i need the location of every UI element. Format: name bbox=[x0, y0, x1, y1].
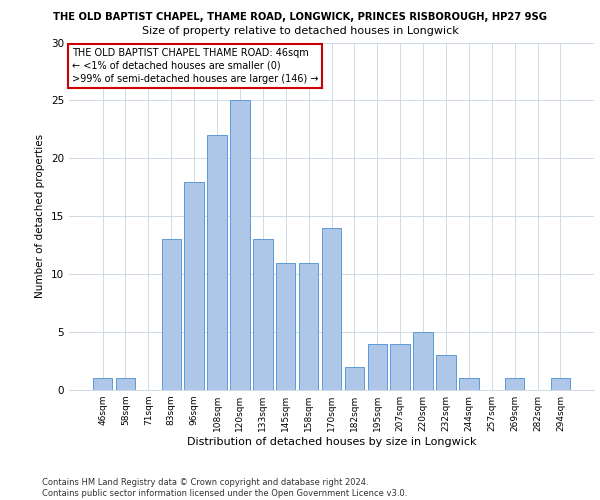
X-axis label: Distribution of detached houses by size in Longwick: Distribution of detached houses by size … bbox=[187, 437, 476, 447]
Bar bbox=[253, 240, 272, 390]
Y-axis label: Number of detached properties: Number of detached properties bbox=[35, 134, 46, 298]
Bar bbox=[116, 378, 135, 390]
Text: THE OLD BAPTIST CHAPEL, THAME ROAD, LONGWICK, PRINCES RISBOROUGH, HP27 9SG: THE OLD BAPTIST CHAPEL, THAME ROAD, LONG… bbox=[53, 12, 547, 22]
Bar bbox=[276, 262, 295, 390]
Bar bbox=[184, 182, 204, 390]
Bar bbox=[230, 100, 250, 390]
Bar bbox=[413, 332, 433, 390]
Bar bbox=[391, 344, 410, 390]
Bar bbox=[93, 378, 112, 390]
Text: THE OLD BAPTIST CHAPEL THAME ROAD: 46sqm
← <1% of detached houses are smaller (0: THE OLD BAPTIST CHAPEL THAME ROAD: 46sqm… bbox=[71, 48, 318, 84]
Bar bbox=[459, 378, 479, 390]
Bar bbox=[368, 344, 387, 390]
Bar bbox=[299, 262, 319, 390]
Bar bbox=[436, 355, 455, 390]
Text: Size of property relative to detached houses in Longwick: Size of property relative to detached ho… bbox=[142, 26, 458, 36]
Bar bbox=[505, 378, 524, 390]
Text: Contains HM Land Registry data © Crown copyright and database right 2024.
Contai: Contains HM Land Registry data © Crown c… bbox=[42, 478, 407, 498]
Bar bbox=[344, 367, 364, 390]
Bar bbox=[322, 228, 341, 390]
Bar bbox=[161, 240, 181, 390]
Bar bbox=[208, 135, 227, 390]
Bar bbox=[551, 378, 570, 390]
